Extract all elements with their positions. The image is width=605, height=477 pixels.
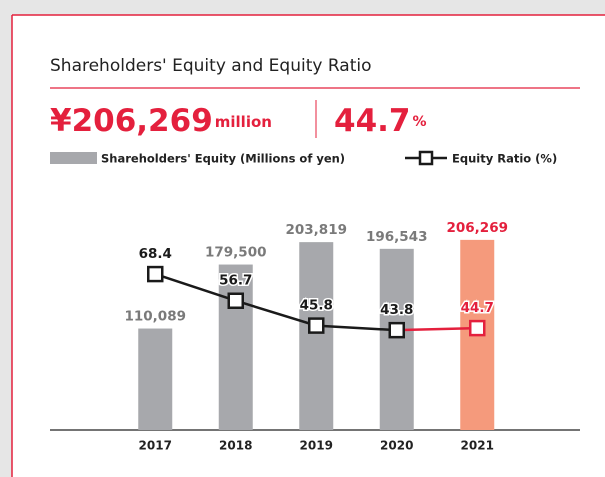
ratio-marker <box>147 265 164 283</box>
x-tick-label: 2020 <box>380 439 413 453</box>
ratio-value-label: 44.7 <box>461 300 494 316</box>
ratio-marker <box>469 319 486 337</box>
headline-amount: ¥206,269 <box>50 103 213 139</box>
x-tick-label: 2017 <box>139 439 172 453</box>
headline-unit: % <box>413 114 427 130</box>
bar-value-label: 110,089 <box>125 309 187 325</box>
ratio-marker <box>388 321 405 339</box>
ratio-line <box>154 272 397 332</box>
x-tick-label: 2021 <box>461 439 494 453</box>
legend-label: Shareholders' Equity (Millions of yen) <box>101 152 345 166</box>
legend-marker <box>418 150 434 166</box>
x-tick-label: 2018 <box>219 439 252 453</box>
headline: ¥206,269 million <box>50 103 272 139</box>
ratio-value-label: 43.8 <box>380 302 413 318</box>
bar-value-label: 179,500 <box>205 245 267 261</box>
legend-label: Equity Ratio (%) <box>452 152 557 166</box>
bar-value-label: 206,269 <box>447 220 509 236</box>
bar-value-label: 203,819 <box>286 222 348 238</box>
ratio-marker <box>308 317 325 334</box>
headline: 44.7% <box>334 103 427 139</box>
legend-swatch <box>50 152 97 164</box>
ratio-value-label: 56.7 <box>219 273 252 289</box>
bar <box>379 248 414 430</box>
headline-ratio: 44.7 <box>334 103 411 139</box>
bar-value-label: 196,543 <box>366 229 428 245</box>
ratio-value-label: 68.4 <box>139 246 172 262</box>
ratio-line <box>396 326 478 332</box>
ratio-marker <box>227 292 244 309</box>
chart-title: Shareholders' Equity and Equity Ratio <box>50 56 371 76</box>
bar <box>218 264 253 430</box>
x-tick-label: 2019 <box>300 439 333 453</box>
ratio-value-label: 45.8 <box>300 298 333 314</box>
bar <box>299 242 334 430</box>
bar <box>138 328 173 430</box>
headline-unit: million <box>215 113 272 131</box>
